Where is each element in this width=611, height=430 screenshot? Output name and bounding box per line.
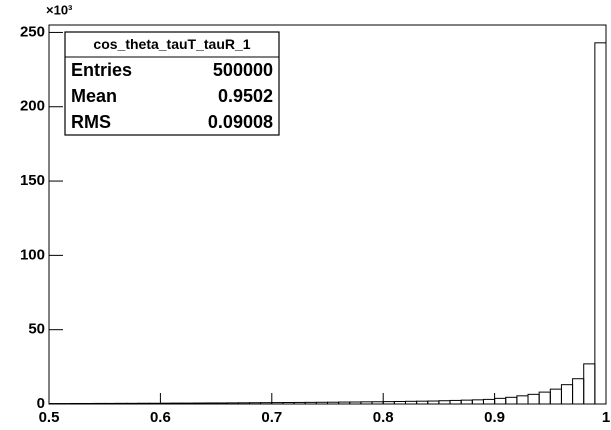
bar [449, 399, 462, 405]
x-tick-label: 0.5 [39, 409, 60, 426]
x-tick-label: 1 [602, 409, 610, 426]
x-tick-label: 0.9 [484, 409, 505, 426]
bar [516, 395, 529, 405]
y-tick-label: 200 [20, 98, 45, 115]
bar [460, 399, 473, 405]
bar [572, 378, 585, 405]
y-tick-label: 100 [20, 246, 45, 263]
y-tick-label: 150 [20, 172, 45, 189]
bar [560, 384, 574, 405]
bar [549, 388, 562, 405]
stats-value: 500000 [213, 60, 273, 80]
x-tick-label: 0.7 [261, 409, 282, 426]
stats-title: cos_theta_tauT_tauR_1 [93, 36, 250, 52]
bar [594, 42, 607, 405]
y-multiplier: ×10³ [46, 2, 73, 17]
bar [527, 393, 540, 405]
bar [538, 391, 551, 405]
stats-value: 0.09008 [208, 112, 273, 132]
y-tick-label: 0 [37, 395, 45, 412]
bar [482, 398, 496, 405]
x-tick-label: 0.6 [150, 409, 171, 426]
y-tick-label: 50 [28, 321, 45, 338]
y-tick-label: 250 [20, 23, 45, 40]
x-tick-label: 0.8 [373, 409, 394, 426]
stats-value: 0.9502 [218, 86, 273, 106]
stats-label: Entries [71, 60, 132, 80]
bar [583, 363, 596, 405]
stats-label: RMS [71, 112, 111, 132]
plot-frame [48, 24, 607, 405]
bar [471, 399, 484, 405]
stats-box [64, 31, 280, 136]
bar [505, 396, 518, 405]
bar [494, 397, 507, 405]
stats-label: Mean [71, 86, 117, 106]
